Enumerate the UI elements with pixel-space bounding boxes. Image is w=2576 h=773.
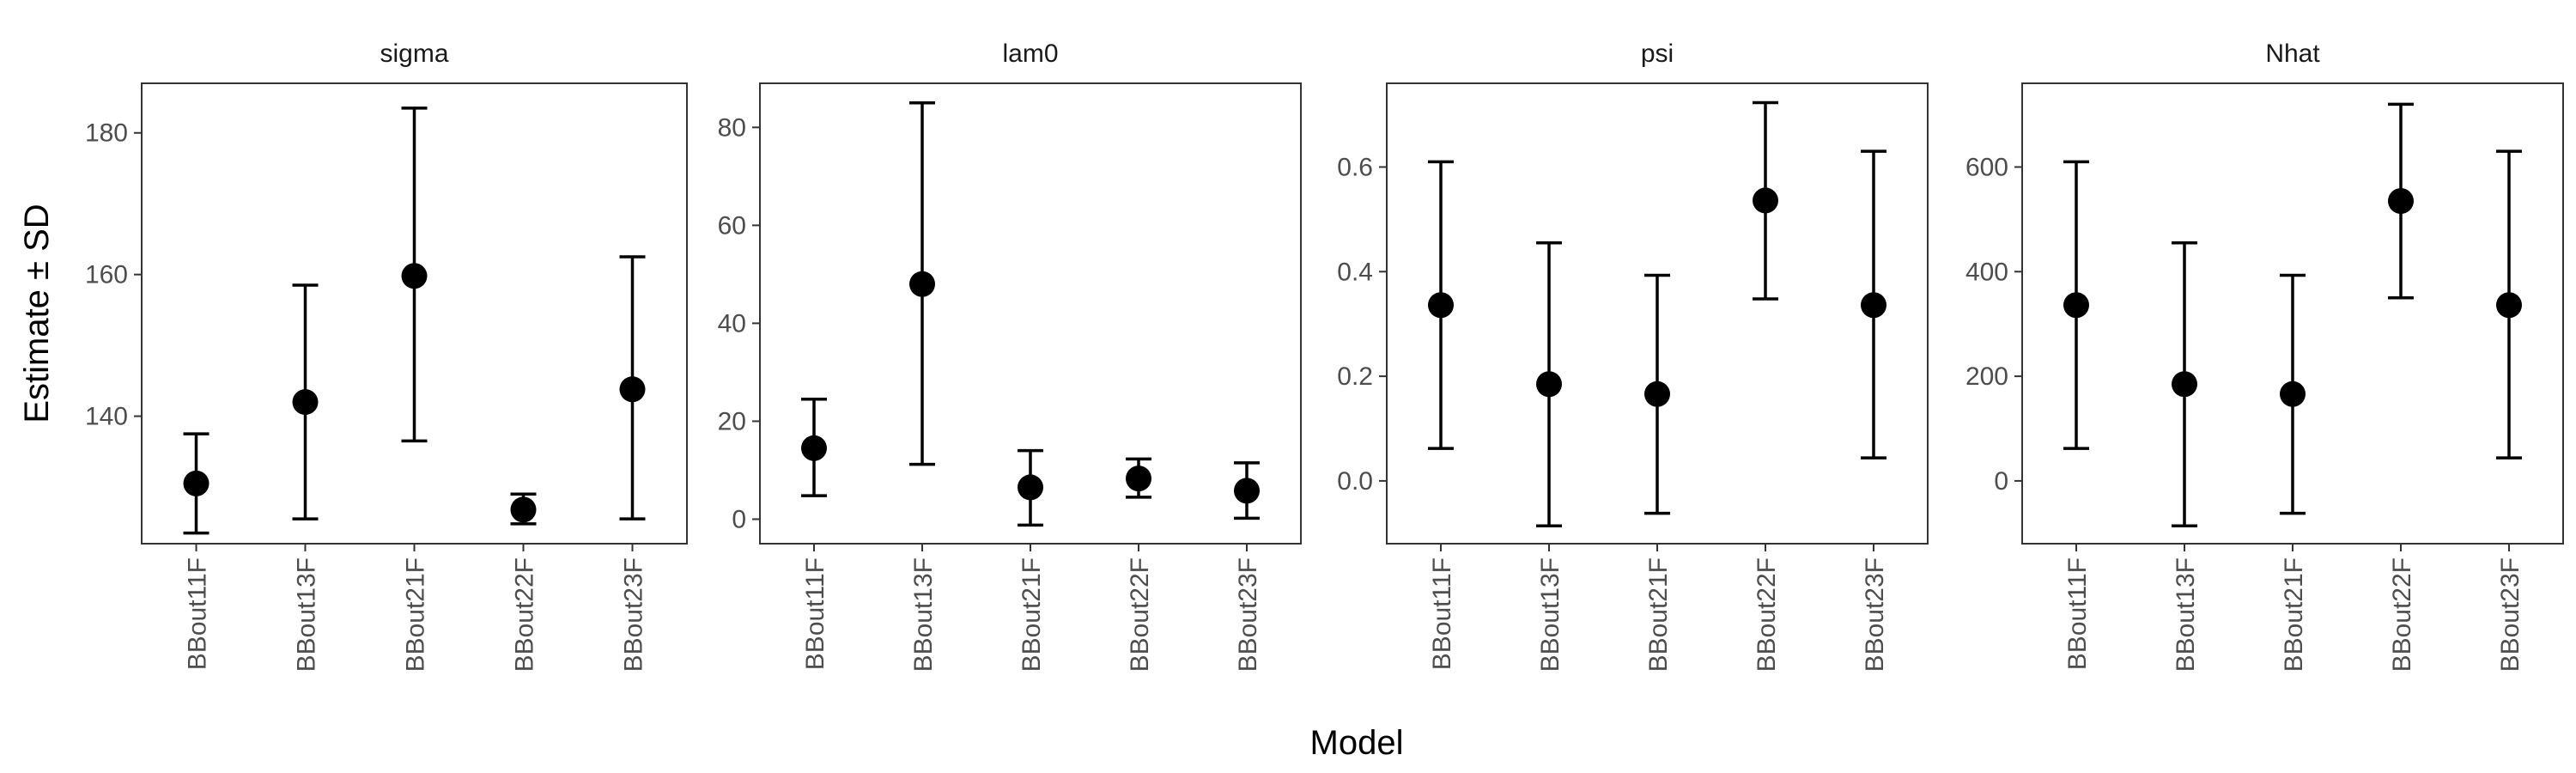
x-tick-label: BBout23F [1861,557,1889,672]
y-tick-label: 160 [85,261,128,289]
y-axis-title: Estimate ± SD [18,204,56,423]
x-tick-label: BBout21F [1644,557,1673,672]
x-tick-label: BBout23F [620,557,648,672]
y-tick-label: 0 [1994,467,2008,496]
facet-panel-sigma: sigma 140 160 180 BBout11F BBout13F BBout21F BB… [85,40,688,672]
x-tick-label: BBout21F [1018,557,1046,672]
estimate-point [1644,380,1670,407]
estimate-point [2172,371,2197,398]
x-tick-label: BBout21F [2280,557,2308,672]
facet-panel-lam0: lam0 0 20 40 60 80 BBout11F BBout13F BBout21F BBo… [718,40,1302,672]
y-tick-label: 0.2 [1337,362,1373,391]
y-tick-label: 40 [718,309,746,338]
x-tick-label: BBout22F [1126,557,1154,672]
estimate-point [1753,187,1778,214]
estimate-point [1861,292,1886,319]
estimate-point [1536,371,1562,398]
facet-title: psi [1641,40,1674,68]
x-tick-label: BBout13F [1536,557,1564,672]
x-tick-label: BBout11F [1428,557,1456,670]
x-tick-label: BBout21F [402,557,430,672]
y-tick-label: 0.6 [1337,153,1373,181]
facet-title: sigma [380,40,448,68]
x-tick-label: BBout13F [293,557,321,672]
estimate-point [292,389,319,416]
y-tick-label: 0 [732,505,746,533]
x-tick-label: BBout22F [1753,557,1781,672]
estimate-point [1428,292,1454,319]
estimate-point [2388,188,2414,215]
estimate-point [619,376,646,403]
y-tick-label: 140 [85,403,128,431]
facet-title: lam0 [1002,40,1058,68]
x-tick-label: BBout13F [2172,557,2200,672]
x-tick-label: BBout11F [2063,557,2092,670]
facet-panel-Nhat: Nhat 0 200 400 600 BBout11F BBout13F BBout21F BB… [1965,40,2564,672]
estimate-point [183,470,210,496]
estimate-point [510,496,537,523]
x-axis-title: Model [1310,724,1404,762]
x-tick-label: BBout11F [801,557,829,670]
y-tick-label: 400 [1965,258,2008,286]
x-tick-label: BBout23F [1234,557,1262,672]
x-tick-label: BBout22F [511,557,539,672]
estimate-point [909,271,935,297]
facet-title: Nhat [2265,40,2320,68]
estimate-point [1234,478,1260,504]
x-tick-label: BBout13F [909,557,938,672]
estimate-point [801,435,827,461]
x-tick-label: BBout22F [2388,557,2416,672]
estimate-point [2063,292,2089,319]
y-tick-label: 200 [1965,362,2008,391]
x-tick-label: BBout23F [2496,557,2524,672]
y-tick-label: 600 [1965,153,2008,181]
y-tick-label: 0.0 [1337,467,1373,496]
estimate-point [401,263,428,289]
estimate-point [1018,474,1043,501]
estimate-point [2496,292,2522,319]
facet-panel-psi: psi 0.0 0.2 0.4 0.6 BBout11F BBout13F BBout21F B… [1337,40,1929,672]
x-tick-label: BBout11F [184,557,212,670]
y-tick-label: 80 [718,113,746,142]
estimate-point [2280,380,2306,407]
estimate-point [1126,466,1151,492]
y-tick-label: 20 [718,407,746,435]
y-tick-label: 180 [85,119,128,148]
y-tick-label: 60 [718,211,746,240]
y-tick-label: 0.4 [1337,258,1373,286]
